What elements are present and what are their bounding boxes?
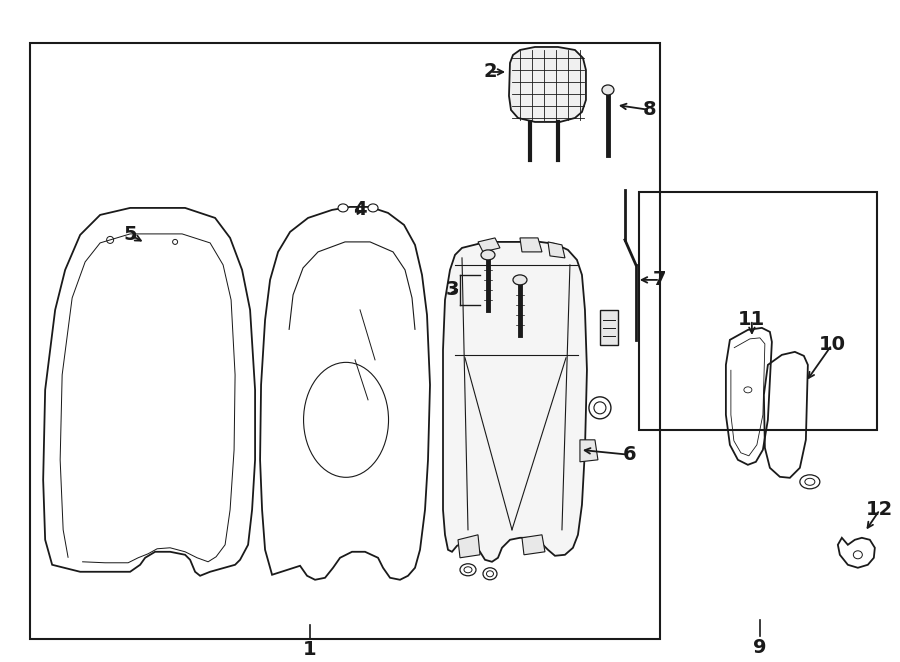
Ellipse shape (464, 567, 472, 573)
Ellipse shape (303, 362, 389, 477)
Polygon shape (520, 238, 542, 252)
Text: 3: 3 (446, 281, 459, 299)
Ellipse shape (368, 204, 378, 212)
Text: 11: 11 (738, 310, 766, 330)
Text: 1: 1 (303, 640, 317, 659)
Polygon shape (522, 535, 545, 555)
Ellipse shape (513, 275, 527, 285)
Polygon shape (458, 535, 480, 558)
Text: 2: 2 (483, 62, 497, 81)
Ellipse shape (805, 479, 814, 485)
Polygon shape (580, 440, 598, 462)
Ellipse shape (338, 204, 348, 212)
Ellipse shape (602, 85, 614, 95)
Text: 4: 4 (353, 201, 367, 219)
Text: 9: 9 (753, 638, 767, 657)
Text: 6: 6 (623, 446, 636, 464)
Polygon shape (600, 310, 618, 345)
Ellipse shape (481, 250, 495, 260)
Ellipse shape (487, 571, 493, 577)
Text: 8: 8 (644, 101, 657, 119)
Ellipse shape (589, 397, 611, 419)
Polygon shape (478, 238, 500, 252)
Polygon shape (548, 242, 565, 258)
Polygon shape (443, 242, 587, 562)
Text: 10: 10 (818, 336, 845, 354)
Ellipse shape (460, 564, 476, 576)
Ellipse shape (594, 402, 606, 414)
Polygon shape (509, 47, 586, 122)
Text: 5: 5 (123, 225, 137, 244)
Ellipse shape (853, 551, 862, 559)
Text: 12: 12 (866, 500, 894, 519)
Ellipse shape (800, 475, 820, 489)
Text: 7: 7 (653, 270, 667, 289)
Ellipse shape (483, 568, 497, 580)
